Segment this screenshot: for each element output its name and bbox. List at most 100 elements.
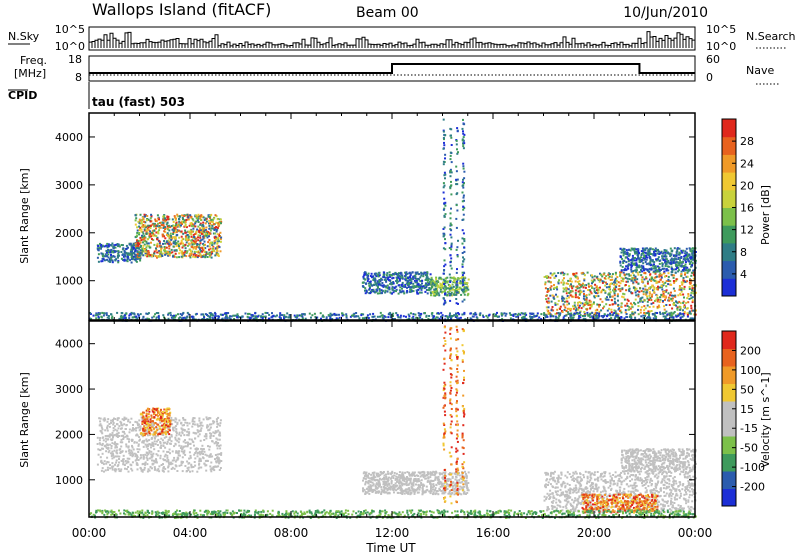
data-cell [124, 317, 126, 319]
data-cell [592, 276, 594, 278]
data-cell [638, 266, 640, 268]
data-cell [595, 295, 597, 297]
data-cell [451, 144, 453, 146]
data-cell [462, 206, 464, 208]
data-cell [683, 297, 685, 299]
data-cell [109, 261, 111, 263]
data-cell [212, 315, 214, 317]
data-cell [665, 285, 667, 287]
data-cell [427, 292, 429, 294]
data-cell [411, 290, 413, 292]
data-cell [679, 252, 681, 254]
data-cell [456, 170, 458, 172]
data-cell [179, 432, 181, 434]
data-cell [444, 259, 446, 261]
data-cell [560, 306, 562, 308]
data-cell [444, 238, 446, 240]
data-cell [114, 259, 116, 261]
data-cell [589, 289, 591, 291]
data-cell [557, 312, 559, 314]
data-cell [488, 315, 490, 317]
data-cell [143, 240, 145, 242]
data-cell [644, 248, 646, 250]
data-cell [193, 466, 195, 468]
data-cell [555, 275, 557, 277]
data-cell [421, 280, 423, 282]
data-cell [462, 192, 464, 194]
data-cell [619, 262, 621, 264]
data-cell [181, 240, 183, 242]
data-cell [676, 267, 678, 269]
data-cell [645, 291, 647, 293]
data-cell [186, 317, 188, 319]
data-cell [391, 288, 393, 290]
data-cell [120, 251, 122, 253]
data-cell [220, 250, 222, 252]
data-cell [560, 272, 562, 274]
data-cell [443, 119, 445, 121]
data-cell [595, 314, 597, 316]
data-cell [200, 254, 202, 256]
data-cell [662, 253, 664, 255]
data-cell [157, 232, 159, 234]
data-cell [374, 281, 376, 283]
nsky-panel: N.Sky 10^5 10^0 10^5 10^0 N.Search [8, 23, 796, 53]
data-cell [107, 421, 109, 423]
data-cell [627, 265, 629, 267]
data-cell [150, 227, 152, 229]
data-cell [203, 228, 205, 230]
data-cell [150, 214, 152, 216]
data-cell [180, 464, 182, 466]
data-cell [684, 250, 686, 252]
data-cell [372, 313, 374, 315]
data-cell [562, 284, 564, 286]
data-cell [190, 447, 192, 449]
data-cell [129, 244, 131, 246]
data-cell [129, 313, 131, 315]
data-cell [153, 235, 155, 237]
data-cell [607, 310, 609, 312]
data-cell [626, 273, 628, 275]
data-cell [378, 284, 380, 286]
data-cell [176, 214, 178, 216]
data-cell [367, 276, 369, 278]
data-cell [460, 294, 462, 296]
data-cell [690, 292, 692, 294]
data-cell [689, 254, 691, 256]
data-cell [414, 314, 416, 316]
data-cell [546, 275, 548, 277]
data-cell [145, 246, 147, 248]
data-cell [637, 248, 639, 250]
data-cell [241, 315, 243, 317]
data-cell [198, 417, 200, 419]
data-cell [611, 275, 613, 277]
data-cell [483, 316, 485, 318]
data-cell [634, 317, 636, 319]
data-cell [620, 312, 622, 314]
data-cell [673, 288, 675, 290]
data-cell [205, 227, 207, 229]
data-cell [593, 295, 595, 297]
data-cell [141, 223, 143, 225]
data-cell [121, 312, 123, 314]
data-cell [190, 455, 192, 457]
data-cell [132, 461, 134, 463]
data-cell [609, 273, 611, 275]
data-cell [159, 225, 161, 227]
data-cell [412, 313, 414, 315]
data-cell [384, 279, 386, 281]
data-cell [188, 231, 190, 233]
data-cell [443, 198, 445, 200]
data-cell [650, 299, 652, 301]
data-cell [190, 223, 192, 225]
data-cell [644, 272, 646, 274]
data-cell [115, 244, 117, 246]
data-cell [636, 264, 638, 266]
data-cell [597, 295, 599, 297]
data-cell [206, 416, 208, 418]
data-cell [210, 462, 212, 464]
data-cell [444, 302, 446, 304]
data-cell [456, 246, 458, 248]
data-cell [143, 218, 145, 220]
data-cell [280, 314, 282, 316]
